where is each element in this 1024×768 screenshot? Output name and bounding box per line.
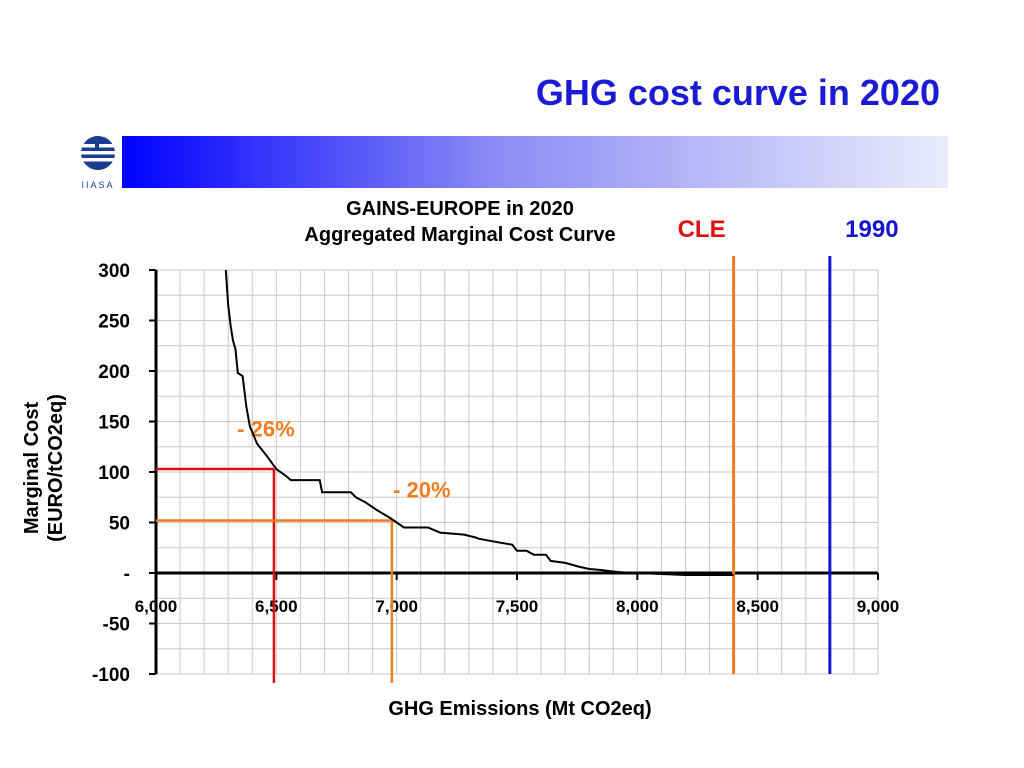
y-tick-label: -50 (103, 615, 130, 636)
y-tick-label: - (124, 564, 130, 585)
y-tick-label: 150 (98, 413, 130, 434)
x-tick-label: 9,000 (857, 597, 900, 616)
x-tick-label: 6,000 (135, 597, 178, 616)
slide-title: GHG cost curve in 2020 (535, 72, 940, 113)
y-tick-label: 250 (98, 312, 130, 333)
x-tick-label: 6,500 (255, 597, 298, 616)
x-tick-label: 7,000 (375, 597, 418, 616)
cost-curve-line (224, 269, 734, 576)
x-tick-label: 8,000 (616, 597, 659, 616)
y-tick-label: 50 (109, 514, 130, 535)
iiasa-logo: IIASA (76, 134, 120, 190)
globe-icon (81, 136, 115, 170)
reference-label-1990: 1990 (845, 216, 898, 243)
reduction-label-20: - 20% (393, 477, 450, 502)
y-tick-label: 300 (98, 261, 130, 282)
chart-title-line-2: Aggregated Marginal Cost Curve (304, 224, 616, 246)
header-gradient-bar (122, 136, 948, 188)
logo-text: IIASA (81, 180, 115, 190)
x-tick-label: 8,500 (736, 597, 779, 616)
y-axis-label-line-2: (EURO/tCO2eq) (45, 394, 67, 542)
y-tick-label: 200 (98, 362, 130, 383)
chart-title: GAINS-EUROPE in 2020 Aggregated Marginal… (250, 196, 670, 248)
x-axis-label: GHG Emissions (Mt CO2eq) (388, 698, 652, 720)
chart-title-line-1: GAINS-EUROPE in 2020 (346, 198, 574, 220)
y-axis-label-line-1: Marginal Cost (21, 401, 43, 535)
reference-label-cle: CLE (678, 216, 726, 243)
reduction-label-26: - 26% (237, 417, 294, 442)
x-tick-label: 7,500 (496, 597, 539, 616)
y-tick-label: 100 (98, 463, 130, 484)
y-tick-label: -100 (92, 665, 130, 686)
